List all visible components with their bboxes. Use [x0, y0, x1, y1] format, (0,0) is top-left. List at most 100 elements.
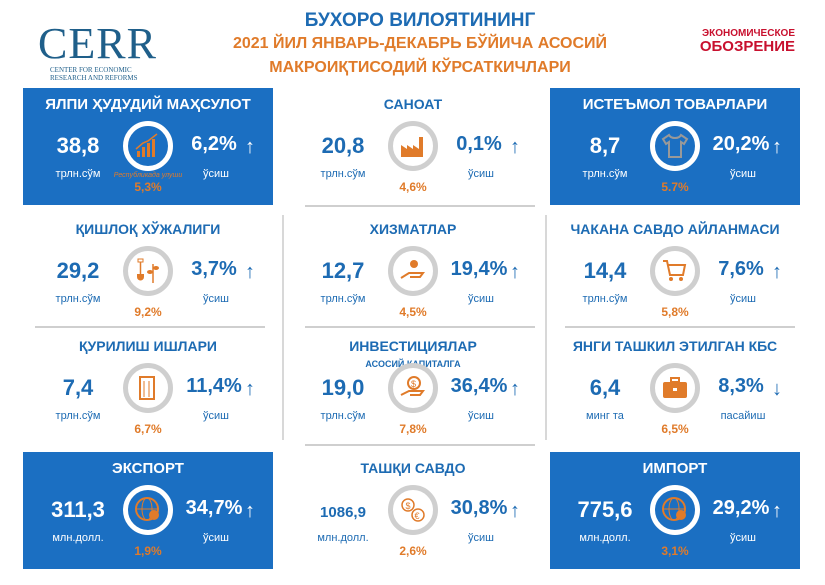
card-growth-label: пасайиш [720, 410, 766, 422]
briefcase-icon [650, 363, 700, 413]
card-growth-label: ўсиш [468, 532, 494, 544]
arrow-down-icon: ↓ [772, 378, 782, 400]
divider [305, 326, 535, 328]
card-unit: трлн.сўм [55, 410, 101, 422]
card-growth: 29,2% [712, 497, 770, 519]
partner-logo: ЭКОНОМИЧЕСКОЕ ОБОЗРЕНИЕ [700, 28, 795, 55]
card-share: 5,8% [661, 305, 689, 319]
card-unit: млн.долл. [579, 532, 631, 544]
card-growth: 6,2% [191, 133, 237, 155]
card-title: ҚУРИЛИШ ИШЛАРИ [79, 338, 217, 354]
card-value: 8,7 [589, 133, 621, 158]
card-title: ЭКСПОРТ [112, 460, 184, 477]
arrow-up-icon: ↑ [510, 261, 520, 283]
card-unit: трлн.сўм [582, 293, 628, 305]
building-icon [123, 363, 173, 413]
card-share: 7,8% [399, 422, 427, 436]
tshirt-icon [650, 121, 700, 171]
divider [305, 444, 535, 446]
card-share-note: Республикада улуши [113, 172, 183, 179]
card-title: САНОАТ [383, 96, 443, 112]
card-unit: трлн.сўм [55, 293, 101, 305]
divider [565, 326, 795, 328]
card-unit: трлн.сўм [582, 168, 628, 180]
card-growth-label: ўсиш [730, 293, 756, 305]
card-growth-label: ўсиш [203, 410, 229, 422]
page-title: БУХОРО ВИЛОЯТИНИНГ [304, 10, 536, 31]
card-value: 7,4 [62, 375, 94, 400]
card-title: ХИЗМАТЛАР [369, 221, 457, 237]
card-value: 29,2 [56, 258, 100, 283]
cerr-logo: CERR Center for Economic Research and Re… [38, 19, 178, 83]
card-title: ЯНГИ ТАШКИЛ ЭТИЛГАН КБС [572, 338, 778, 354]
card-growth: 11,4% [186, 375, 242, 397]
logo-subtitle-1: Center for Economic [50, 66, 132, 74]
card-share: 1,9% [134, 544, 162, 558]
currency-exchange-icon: $ € [388, 485, 438, 535]
card-value: 775,6 [577, 497, 633, 522]
page-header: БУХОРО ВИЛОЯТИНИНГ 2021 ЙИЛ ЯНВАРЬ-ДЕКАБ… [230, 10, 610, 80]
svg-text:€: € [415, 511, 420, 521]
indicator-card: ИНВЕСТИЦИЯЛАР АСОСИЙ КАПИТАЛГА 19,0 трлн.с… [288, 330, 538, 447]
card-growth: 8,3% [718, 375, 764, 397]
card-share: 5,3% [134, 180, 162, 194]
card-title: ЧАКАНА САВДО АЙЛАНМАСИ [570, 221, 780, 237]
card-growth-label: ўсиш [203, 293, 229, 305]
card-growth: 3,7% [191, 258, 237, 280]
svg-text:$: $ [406, 501, 411, 511]
indicator-card: ЯНГИ ТАШКИЛ ЭТИЛГАН КБС 6,4 минг та 8,3% … [550, 330, 800, 447]
card-unit: трлн.сўм [55, 168, 101, 180]
card-unit: млн.долл. [317, 532, 369, 544]
card-growth-label: ўсиш [730, 532, 756, 544]
card-growth-label: ўсиш [468, 168, 494, 180]
card-growth: 20,2% [712, 133, 770, 155]
arrow-up-icon: ↑ [245, 136, 255, 158]
arrow-up-icon: ↑ [245, 500, 255, 522]
indicator-card: ТАШҚИ САВДО 1086,9 млн.долл. $ € 30,8% ↑ ў… [288, 452, 538, 569]
globe-import-icon [650, 485, 700, 535]
card-value: 6,4 [589, 375, 621, 400]
card-value: 12,7 [321, 258, 365, 283]
card-unit: минг та [586, 410, 624, 422]
card-growth-label: ўсиш [203, 532, 229, 544]
page-subtitle-1: 2021 ЙИЛ ЯНВАРЬ-ДЕКАБРЬ БЎЙИЧА АСОСИЙ [232, 35, 608, 52]
partner-logo-line2: ОБОЗРЕНИЕ [699, 38, 795, 55]
page-subtitle-2: МАКРОИҚТИСОДИЙ КЎРСАТКИЧЛАРИ [269, 59, 571, 76]
globe-export-icon [123, 485, 173, 535]
card-growth-label: ўсиш [468, 410, 494, 422]
card-share: 5.7% [661, 180, 689, 194]
card-growth-label: ўсиш [730, 168, 756, 180]
card-share: 4,6% [399, 180, 427, 194]
divider [545, 215, 547, 440]
card-unit: трлн.сўм [320, 293, 366, 305]
card-share: 9,2% [134, 305, 162, 319]
arrow-up-icon: ↑ [510, 500, 520, 522]
card-value: 1086,9 [320, 504, 366, 521]
card-value: 19,0 [321, 375, 365, 400]
card-growth: 7,6% [718, 258, 764, 280]
card-unit: млн.долл. [52, 532, 104, 544]
indicator-card: ҚУРИЛИШ ИШЛАРИ 7,4 трлн.сўм 11,4% ↑ ўсиш 6… [23, 330, 273, 447]
card-share: 3,1% [661, 544, 689, 558]
money-hand-icon: $ [388, 363, 438, 413]
indicator-card: ЭКСПОРТ 311,3 млн.долл. 34,7% ↑ ўсиш 1,9% [23, 452, 273, 569]
indicator-card: ХИЗМАТЛАР 12,7 трлн.сўм 19,4% ↑ ўсиш 4,5% [288, 213, 538, 330]
partner-logo-line1: ЭКОНОМИЧЕСКОЕ [702, 28, 795, 39]
logo-subtitle-2: Research and Reforms [50, 74, 138, 82]
service-hand-icon [388, 246, 438, 296]
card-value: 14,4 [583, 258, 627, 283]
indicator-card: ЯЛПИ ҲУДУДИЙ МАҲСУЛОТ 38,8 трлн.сўм 6,2% … [23, 88, 273, 205]
card-growth-label: ўсиш [203, 168, 229, 180]
card-title: ҚИШЛОҚ ХЎЖАЛИГИ [75, 221, 221, 237]
shopping-cart-icon [650, 246, 700, 296]
arrow-up-icon: ↑ [772, 500, 782, 522]
card-value: 38,8 [56, 133, 100, 158]
card-growth: 0,1% [456, 133, 502, 155]
factory-icon [388, 121, 438, 171]
growth-chart-icon [123, 121, 173, 171]
arrow-up-icon: ↑ [510, 378, 520, 400]
logo-name: CERR [38, 19, 157, 68]
divider [305, 205, 535, 207]
card-title: ИСТЕЪМОЛ ТОВАРЛАРИ [582, 96, 768, 113]
card-value: 311,3 [51, 497, 105, 522]
